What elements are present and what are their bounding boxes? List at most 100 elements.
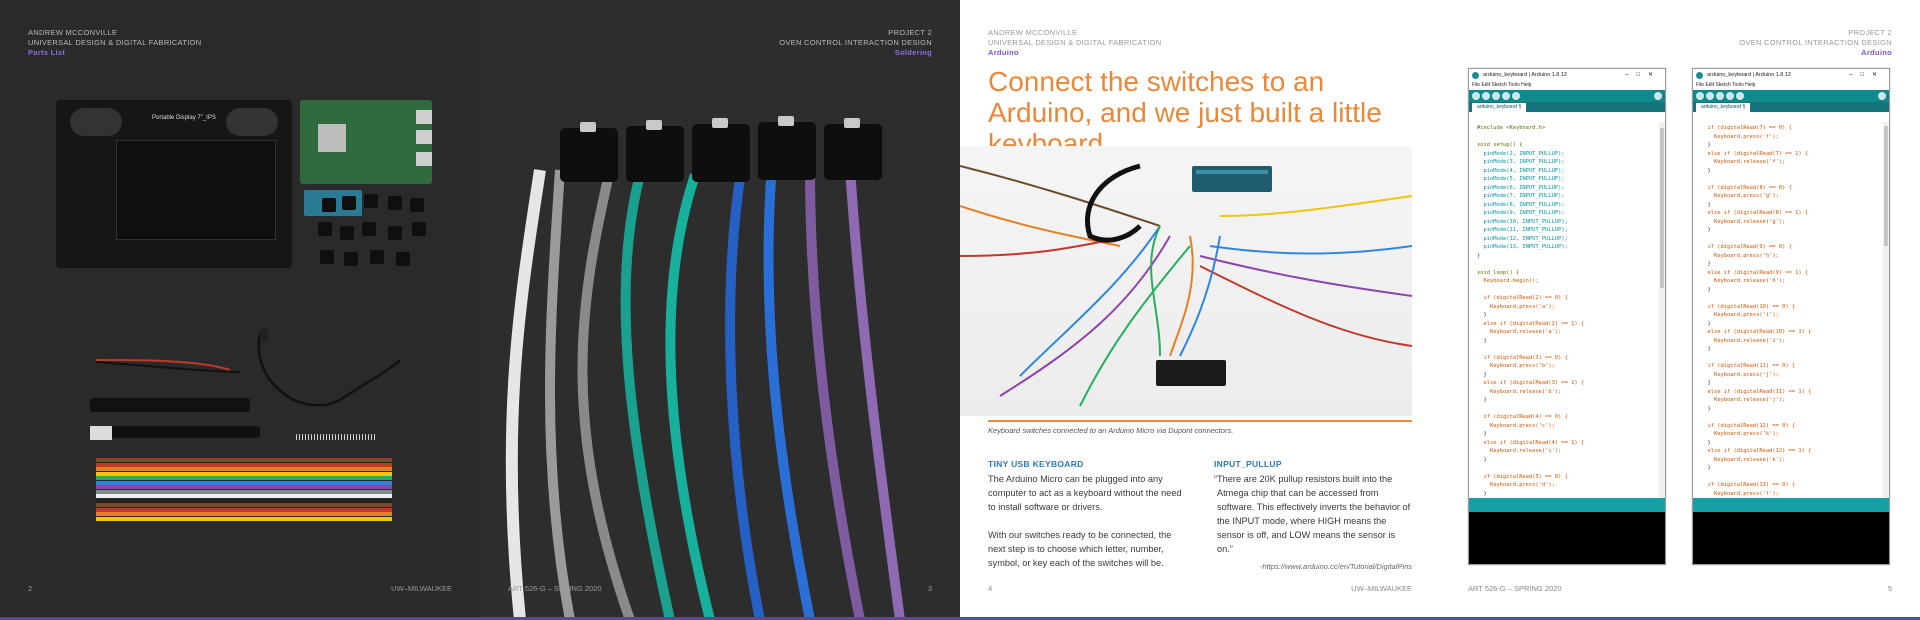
code-line: } xyxy=(1701,439,1711,446)
code-line: if (digitalRead(13) == 0) { xyxy=(1701,482,1796,488)
code-line: Keyboard.release('k'); xyxy=(1701,456,1786,463)
page-number: 4 xyxy=(988,584,993,593)
code-line: pinMode(7, INPUT_PULLUP); xyxy=(1477,193,1565,199)
window-controls: –□✕ xyxy=(1625,72,1661,78)
pi-chip xyxy=(318,124,346,152)
page-header: ANDREW MCCONVILLE UNIVERSAL DESIGN & DIG… xyxy=(988,28,1162,58)
window-titlebar: arduino_keyboard | Arduino 1.8.12 –□✕ xyxy=(1693,69,1889,81)
code-line: } xyxy=(1477,456,1487,463)
code-editor: if (digitalRead(7) == 0) { Keyboard.pres… xyxy=(1693,122,1889,498)
code-line xyxy=(1477,260,1665,269)
verify-icon xyxy=(1472,92,1480,100)
code-line: pinMode(13, INPUT_PULLUP); xyxy=(1477,244,1568,250)
footer-school: UW–MILWAUKEE xyxy=(391,584,452,593)
code-line: else if (digitalRead(2) == 1) { xyxy=(1477,320,1585,327)
page-arduino-intro: ANDREW MCCONVILLE UNIVERSAL DESIGN & DIG… xyxy=(960,0,1440,620)
window-controls: –□✕ xyxy=(1849,72,1885,78)
page-header: PROJECT 2 OVEN CONTROL INTERACTION DESIG… xyxy=(779,28,932,58)
section-name: Arduino xyxy=(1861,48,1892,57)
code-line: pinMode(10, INPUT_PULLUP); xyxy=(1477,218,1568,225)
course-name: UNIVERSAL DESIGN & DIGITAL FABRICATION xyxy=(28,38,202,47)
speaker-left xyxy=(70,108,122,136)
code-line: } xyxy=(1701,320,1711,327)
code-line xyxy=(1701,175,1889,184)
code-line: } xyxy=(1477,490,1487,497)
bottom-color-bar xyxy=(0,617,480,620)
save-icon xyxy=(1512,92,1520,100)
sketch-tabs: arduino_keyboard § xyxy=(1469,102,1665,112)
code-line: Keyboard.press('h'); xyxy=(1701,252,1779,259)
section-name: Soldering xyxy=(894,48,932,57)
bottom-color-bar xyxy=(480,617,960,620)
code-line: Keyboard.press('a'); xyxy=(1477,303,1555,310)
code-line: } xyxy=(1701,465,1711,471)
editor-scrollbar xyxy=(1659,122,1665,498)
code-line: Keyboard.release('a'); xyxy=(1477,329,1562,335)
upload-icon xyxy=(1482,92,1490,100)
code-line: } xyxy=(1701,346,1711,352)
page-number: 5 xyxy=(1887,584,1892,593)
open-icon xyxy=(1502,92,1510,100)
new-icon xyxy=(1492,92,1500,100)
code-line: Keyboard.release('i'); xyxy=(1701,337,1786,344)
code-line: } xyxy=(1477,431,1487,437)
code-line: else if (digitalRead(4) == 1) { xyxy=(1477,439,1585,446)
code-line: Keyboard.press('f'); xyxy=(1701,133,1779,140)
code-line: if (digitalRead(7) == 0) { xyxy=(1701,125,1792,131)
code-line: #include <Keyboard.h> xyxy=(1477,125,1546,131)
author-name: ANDREW MCCONVILLE xyxy=(28,28,118,37)
column-tiny-usb-keyboard: TINY USB KEYBOARD The Arduino Micro can … xyxy=(988,457,1188,584)
serial-monitor-icon xyxy=(1654,92,1662,100)
code-line xyxy=(1477,286,1665,295)
window-title: arduino_keyboard | Arduino 1.8.12 xyxy=(1707,72,1791,78)
project-number: PROJECT 2 xyxy=(1848,28,1892,37)
body-paragraph: With our switches ready to be connected,… xyxy=(988,530,1172,568)
code-line: if (digitalRead(10) == 0) { xyxy=(1701,303,1796,310)
menu-bar: File Edit Sketch Tools Help xyxy=(1696,82,1756,88)
pi-usb-port xyxy=(416,152,432,166)
code-line: } xyxy=(1477,252,1481,259)
code-line: if (digitalRead(2) == 0) { xyxy=(1477,295,1568,301)
code-line: } xyxy=(1477,371,1487,378)
pi-usb-port xyxy=(416,110,432,124)
code-line: if (digitalRead(5) == 0) { xyxy=(1477,473,1568,480)
project-number: PROJECT 2 xyxy=(888,28,932,37)
project-title: OVEN CONTROL INTERACTION DESIGN xyxy=(779,38,932,47)
code-line: if (digitalRead(12) == 0) { xyxy=(1701,422,1796,429)
quote-source: -https://www.arduino.cc/en/Tutorial/Digi… xyxy=(1259,562,1412,571)
code-line xyxy=(1477,464,1665,473)
arduino-icon xyxy=(1472,72,1479,79)
board-label: Portable Display 7"_IPS xyxy=(152,115,216,121)
code-line: pinMode(9, INPUT_PULLUP); xyxy=(1477,210,1565,216)
code-line: else if (digitalRead(12) == 1) { xyxy=(1701,448,1812,454)
page-soldering: PROJECT 2 OVEN CONTROL INTERACTION DESIG… xyxy=(480,0,960,620)
display-board-photo: Portable Display 7"_IPS xyxy=(56,100,292,268)
code-line: Keyboard.press('g'); xyxy=(1701,193,1779,199)
code-line: } xyxy=(1701,380,1711,386)
arduino-ide-window-left: arduino_keyboard | Arduino 1.8.12 –□✕ Fi… xyxy=(1468,68,1666,565)
column-input-pullup: INPUT_PULLUP “There are 20K pullup resis… xyxy=(1214,457,1412,588)
code-line: else if (digitalRead(8) == 1) { xyxy=(1701,210,1809,216)
code-line: else if (digitalRead(10) == 1) { xyxy=(1701,329,1812,335)
column-heading: TINY USB KEYBOARD xyxy=(988,459,1084,469)
project-title: OVEN CONTROL INTERACTION DESIGN xyxy=(1739,38,1892,47)
verify-icon xyxy=(1696,92,1704,100)
page-number: 3 xyxy=(927,584,932,593)
code-line: if (digitalRead(3) == 0) { xyxy=(1477,354,1568,361)
window-titlebar: arduino_keyboard | Arduino 1.8.12 –□✕ xyxy=(1469,69,1665,81)
console-area xyxy=(1693,512,1889,564)
code-line: if (digitalRead(8) == 0) { xyxy=(1701,184,1792,191)
code-line: Keyboard.release('g'); xyxy=(1701,218,1786,225)
open-icon xyxy=(1726,92,1734,100)
upload-icon xyxy=(1706,92,1714,100)
code-line: else if (digitalRead(3) == 1) { xyxy=(1477,380,1585,386)
footer-school: UW–MILWAUKEE xyxy=(1351,584,1412,593)
code-line xyxy=(1477,133,1665,142)
footer-course: ART 526-G – SPRING 2020 xyxy=(1468,584,1562,593)
code-line: pinMode(12, INPUT_PULLUP); xyxy=(1477,235,1568,242)
code-line: Keyboard.press('l'); xyxy=(1701,490,1779,497)
code-line: else if (digitalRead(7) == 1) { xyxy=(1701,150,1809,157)
code-line: Keyboard.release('b'); xyxy=(1477,388,1562,395)
code-line: } xyxy=(1701,167,1711,174)
code-line: } xyxy=(1701,142,1711,148)
